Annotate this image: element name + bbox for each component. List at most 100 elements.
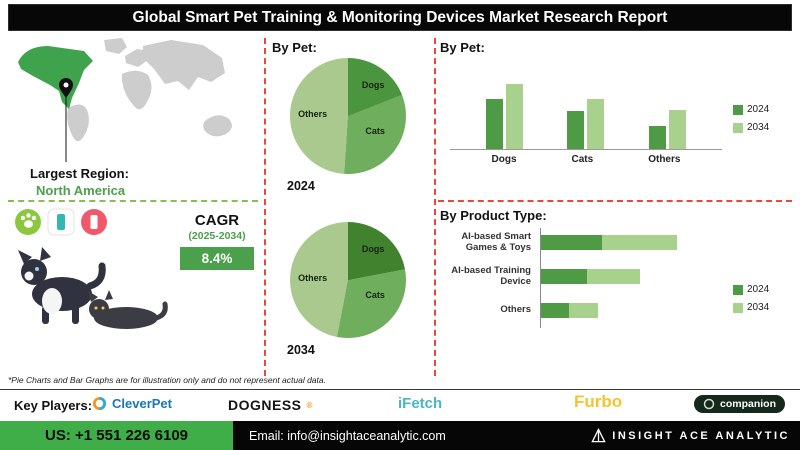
cleverpet-icon — [92, 396, 107, 411]
bar-section-title: By Pet: — [440, 40, 485, 55]
cat-illustration — [88, 290, 168, 329]
pie-2034-others-label: Others — [298, 273, 328, 284]
product-row-1: AI-based Training Device — [440, 263, 740, 289]
companion-name: companion — [720, 398, 777, 410]
dogness-reg-mark: ® — [306, 400, 313, 410]
map-north-america-highlight — [18, 46, 93, 109]
cagr-label: CAGR — [194, 212, 240, 229]
product-row-2: Others — [440, 297, 740, 323]
pie-2034-year-label: 2034 — [287, 343, 315, 357]
pie-2024-others-label: Others — [298, 109, 328, 120]
pie-section-title: By Pet: — [272, 40, 317, 55]
key-players-label: Key Players: — [14, 398, 93, 413]
legend-2034-label: 2034 — [747, 122, 770, 133]
player-dogness: DOGNESS ® — [228, 397, 313, 413]
map-africa — [121, 70, 152, 110]
largest-region-label: Largest Region: — [30, 166, 129, 181]
product-label-0: AI-based Smart Games & Toys — [461, 230, 531, 253]
pie-2034-dogs-label: Dogs — [361, 244, 385, 255]
player-companion: companion — [694, 395, 786, 413]
red-divider-left — [264, 38, 266, 376]
cagr-block: CAGR (2025-2034) 8.4% — [172, 212, 262, 270]
phone-number: US: +1 551 226 6109 — [44, 427, 189, 444]
pets-illustration — [15, 208, 168, 329]
paw-app-icon — [15, 209, 41, 235]
bypet-legend: 2024 2034 — [733, 104, 769, 133]
largest-region: Largest Region: North America — [30, 166, 129, 198]
bar-dogs-2024 — [486, 99, 504, 149]
map-greenland — [104, 38, 127, 54]
cagr-period: (2025-2034) — [188, 230, 246, 242]
bypet-category-labels: Dogs Cats Others — [450, 154, 722, 165]
map-australia — [203, 115, 232, 137]
pie-2024-cats-label: Cats — [365, 126, 385, 137]
hbar-segment-2024 — [540, 302, 569, 318]
pie-2034-cats-label: Cats — [365, 290, 385, 301]
brand: INSIGHT ACE ANALYTIC — [591, 428, 790, 443]
legend-2024-label: 2024 — [747, 104, 770, 115]
map-south-america — [67, 104, 89, 142]
product-type-chart: AI-based Smart Games & Toys AI-based Tra… — [440, 229, 740, 323]
email-text: Email: info@insightaceanalytic.com — [249, 428, 446, 443]
cleverpet-name: CleverPet — [112, 396, 172, 411]
bar-cats-2034 — [587, 99, 605, 149]
product-axis-line — [540, 228, 541, 328]
brand-name: INSIGHT ACE ANALYTIC — [612, 429, 790, 442]
pie-block-2024: Dogs Cats Others 2024 — [287, 58, 410, 193]
dog-illustration — [18, 247, 106, 324]
player-ifetch: iFetch — [398, 395, 442, 412]
product-section-title: By Product Type: — [440, 208, 547, 223]
bar-group-dogs — [486, 84, 524, 149]
hbar-segment-2024 — [540, 268, 587, 284]
legend-entry-2024: 2024 — [733, 104, 769, 115]
red-divider-right — [434, 38, 436, 376]
dog-muzzle — [24, 271, 34, 281]
category-cats: Cats — [571, 154, 594, 165]
legend-2024-swatch — [733, 104, 743, 115]
product-legend-entry-2024: 2024 — [733, 284, 769, 295]
legend-2034-swatch — [733, 122, 743, 133]
map-asia — [143, 40, 225, 90]
pie-chart-2024: Dogs Cats Others — [290, 58, 406, 174]
player-furbo: Furbo — [574, 392, 622, 412]
product-legend-2034-label: 2034 — [747, 302, 770, 313]
largest-region-value: North America — [36, 183, 126, 198]
world-map — [18, 38, 232, 162]
bar-group-cats — [567, 99, 605, 149]
cat-eye-left — [94, 306, 98, 310]
cagr-value: 8.4% — [180, 247, 254, 270]
phone-box: US: +1 551 226 6109 — [0, 421, 233, 450]
product-bars-0 — [540, 234, 677, 250]
product-row-0: AI-based Smart Games & Toys — [440, 229, 740, 255]
dogness-name: DOGNESS — [228, 397, 302, 413]
bypet-bar-plot — [450, 56, 722, 150]
product-legend-2024-swatch — [733, 284, 743, 295]
product-legend-2034-swatch — [733, 302, 743, 313]
product-bars-1 — [540, 268, 640, 284]
green-divider — [8, 200, 258, 202]
pie-2024-dogs-label: Dogs — [361, 80, 385, 91]
category-dogs: Dogs — [491, 154, 517, 165]
pie-2024-year-label: 2024 — [287, 179, 315, 193]
product-legend-2024-label: 2024 — [747, 284, 770, 295]
bar-others-2034 — [668, 110, 686, 149]
companion-icon — [703, 398, 715, 410]
bar-others-2024 — [648, 126, 666, 149]
brand-logo-icon — [591, 428, 606, 443]
disclaimer-note: *Pie Charts and Bar Graphs are for illus… — [8, 375, 326, 385]
bar-cats-2024 — [567, 111, 585, 149]
player-cleverpet: CleverPet — [92, 396, 172, 411]
dog-eye — [35, 267, 39, 271]
bar-dogs-2034 — [506, 84, 524, 149]
phone-app-icon — [47, 208, 75, 236]
report-title: Global Smart Pet Training & Monitoring D… — [132, 8, 668, 26]
product-label-2: Others — [500, 304, 531, 316]
legend-entry-2034: 2034 — [733, 122, 769, 133]
cat-eye-right — [101, 306, 105, 310]
device-app-icon — [81, 209, 107, 235]
red-divider-horizontal — [438, 200, 792, 202]
category-others: Others — [648, 154, 681, 165]
furbo-name: Furbo — [574, 392, 623, 411]
ifetch-name: iFetch — [398, 395, 443, 412]
product-label-1: AI-based Training Device — [451, 264, 531, 287]
